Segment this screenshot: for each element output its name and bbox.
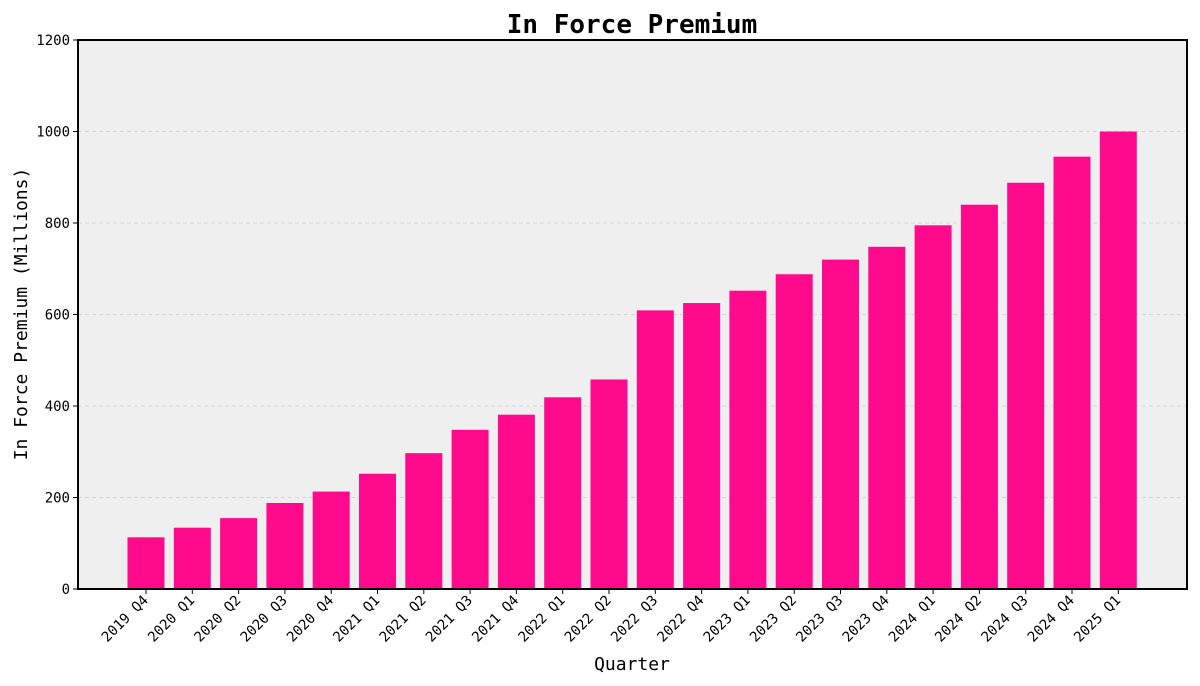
x-tick-label: 2021 Q4	[469, 593, 522, 646]
y-tick-label: 1200	[36, 33, 70, 49]
y-tick-label: 400	[45, 399, 70, 415]
bar	[822, 259, 859, 589]
x-tick-label: 2021 Q3	[423, 593, 476, 646]
grid-lines	[78, 131, 1187, 498]
bar	[497, 414, 535, 589]
x-tick-label: 2023 Q1	[701, 593, 754, 646]
bar	[451, 429, 489, 589]
x-tick-label: 2020 Q4	[284, 593, 337, 646]
x-tick-label: 2022 Q2	[562, 593, 615, 646]
bar	[220, 518, 258, 589]
bar	[960, 204, 998, 589]
bar	[590, 379, 628, 589]
x-tick-label: 2024 Q4	[1025, 593, 1078, 646]
x-tick-label: 2020 Q2	[191, 593, 244, 646]
x-tick-label: 2023 Q4	[840, 593, 893, 646]
x-tick-label: 2022 Q1	[515, 593, 568, 646]
x-tick-label: 2023 Q2	[747, 593, 800, 646]
chart-title: In Force Premium	[507, 10, 757, 40]
x-tick-label: 2019 Q4	[99, 593, 152, 646]
bar	[312, 491, 350, 589]
x-tick-label: 2022 Q4	[654, 593, 707, 646]
x-tick-label: 2024 Q2	[932, 593, 985, 646]
bar	[729, 290, 767, 589]
x-tick-label: 2020 Q1	[145, 593, 198, 646]
bar	[775, 274, 813, 589]
x-tick-label: 2022 Q3	[608, 593, 661, 646]
bar	[266, 502, 304, 589]
bar	[544, 397, 582, 589]
x-tick-label: 2021 Q1	[330, 593, 383, 646]
y-tick-label: 800	[45, 216, 70, 232]
bar	[868, 246, 906, 590]
bar	[914, 225, 952, 589]
x-tick-label: 2025 Q1	[1071, 593, 1124, 646]
x-tick-label: 2020 Q3	[238, 593, 291, 646]
x-tick-label: 2023 Q3	[793, 593, 846, 646]
x-axis-label: Quarter	[594, 654, 670, 675]
bar	[173, 527, 211, 589]
bars-group	[127, 131, 1137, 590]
x-tick-label: 2024 Q3	[978, 593, 1031, 646]
bar	[1007, 182, 1045, 590]
x-tick-label: 2024 Q1	[886, 593, 939, 646]
bar	[1099, 131, 1137, 589]
bar	[683, 303, 721, 589]
bar	[636, 310, 674, 589]
y-tick-label: 0	[62, 582, 70, 598]
y-tick-label: 600	[45, 308, 70, 324]
x-tick-label: 2021 Q2	[377, 593, 430, 646]
y-tick-label: 200	[45, 491, 70, 507]
bar	[405, 453, 443, 589]
y-axis-label: In Force Premium (Millions)	[11, 168, 32, 461]
bar	[127, 537, 165, 589]
bar	[359, 473, 396, 589]
bar	[1053, 156, 1091, 589]
y-axis-ticks: 0 200 400 600 800 1000 1200	[36, 33, 78, 598]
y-tick-label: 1000	[36, 125, 70, 141]
